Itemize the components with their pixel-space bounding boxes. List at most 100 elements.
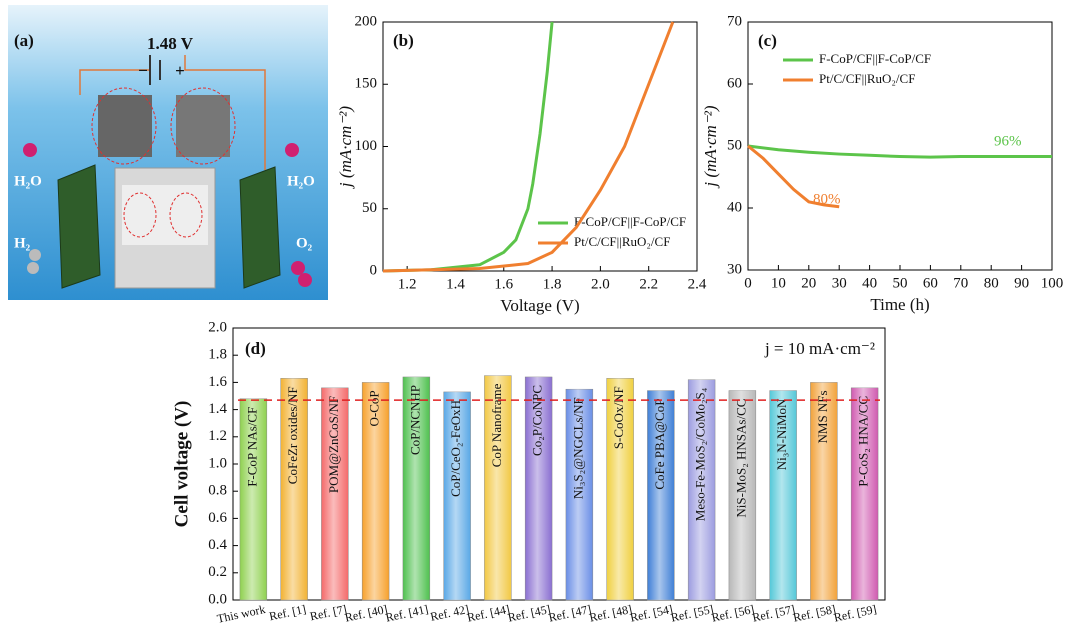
y-axis-title: j (mA·cm⁻²) [336, 106, 355, 189]
highlight [91, 87, 157, 165]
annotation: 96% [994, 133, 1022, 149]
x-tick-label: Ref. [45] [507, 602, 552, 625]
series-line [747, 144, 840, 209]
molecule [29, 249, 41, 261]
bar-label: CoFe PBA@CoP [652, 399, 667, 490]
x-tick-label: Ref. [55] [670, 602, 715, 625]
x-tick-label: Ref. [44] [466, 602, 511, 625]
y-tick-label: 40 [727, 199, 742, 215]
molecule [285, 143, 299, 157]
x-tick-label: 100 [1041, 275, 1064, 291]
x-axis-title: Voltage (V) [500, 296, 579, 315]
bar-label: S-CoOx/NF [611, 386, 626, 449]
y-tick-label: 0.2 [208, 564, 227, 580]
bar-shine [402, 376, 430, 600]
bar-label: Ni₃S₂@NGCLs/NF [570, 397, 585, 499]
highlight [123, 192, 157, 238]
molecule [23, 143, 37, 157]
electrode [239, 166, 281, 289]
molecule [27, 262, 39, 274]
reactant-label: H₂O [287, 173, 315, 189]
series-line [382, 21, 675, 273]
x-tick-label: 0 [744, 275, 752, 291]
sem-image [98, 95, 152, 157]
bar-shine [565, 389, 593, 600]
x-tick-label: Ref. [1] [268, 602, 307, 623]
bar-label: F-CoP NAs/CF [244, 407, 259, 487]
bar-label: O-CoP [367, 390, 382, 426]
y-tick-label: 0 [370, 262, 378, 278]
bar-label: Co₂P/CoNPC [530, 385, 545, 456]
y-tick-label: 1.8 [208, 347, 227, 363]
panel-label: (a) [14, 31, 34, 50]
bar-shine [688, 379, 716, 600]
product-label: O₂ [296, 235, 313, 251]
sem-image [176, 95, 230, 157]
y-tick-label: 1.0 [208, 455, 227, 471]
annotation: 80% [813, 191, 841, 207]
bar-shine [606, 378, 634, 600]
y-axis-title: j (mA·cm⁻²) [701, 105, 720, 188]
x-tick-label: Ref. [59] [833, 602, 878, 625]
x-tick-label: Ref. [58] [792, 602, 837, 625]
x-tick-label: Ref. [47] [547, 602, 592, 625]
x-tick-label: Ref. 42] [429, 602, 470, 624]
x-tick-label: 60 [923, 275, 938, 291]
y-tick-label: 70 [727, 13, 742, 29]
bar-label: P-CoS₂ HNA/CC [856, 396, 871, 487]
bar-shine [362, 382, 390, 600]
cell-photo [122, 185, 208, 245]
bar-label: Meso-Fe-MoS₂/CoMo₂S₄ [693, 387, 708, 521]
wire [184, 55, 266, 170]
x-tick-label: Ref. [48] [588, 602, 633, 625]
voltage-label: 1.48 V [147, 34, 194, 53]
y-tick-label: 50 [362, 200, 377, 216]
y-tick-label: 1.6 [208, 374, 227, 390]
y-tick-label: 0.6 [208, 510, 227, 526]
panel-label: (d) [245, 339, 266, 358]
y-tick-label: 2.0 [208, 319, 227, 335]
y-tick-label: 30 [727, 261, 742, 277]
bar-label: CoP Nanoframe [489, 383, 504, 467]
x-tick-label: Ref. [57] [751, 602, 796, 625]
x-tick-label: Ref. [41] [384, 602, 429, 625]
product-label: H₂ [14, 235, 31, 251]
bar-shine [484, 375, 512, 600]
y-tick-label: 0.8 [208, 483, 227, 499]
x-tick-label: 1.4 [446, 276, 465, 292]
x-tick-label: 80 [984, 275, 999, 291]
x-axis-title: Time (h) [870, 295, 929, 314]
y-tick-label: 50 [727, 137, 742, 153]
illustration: (a) 1.48 V − + H₂O H₂O H₂ O₂ [8, 5, 328, 300]
bar-shine [239, 398, 267, 600]
bar-label: NMS NFs [815, 390, 830, 443]
x-tick-label: 2.4 [688, 276, 707, 292]
legend-label: F-CoP/CF||F-CoP/CF [819, 51, 931, 66]
highlight [169, 192, 203, 238]
x-tick-label: 50 [893, 275, 908, 291]
y-tick-label: 1.4 [208, 401, 227, 417]
x-tick-label: 2.2 [639, 276, 658, 292]
reactant-label: H₂O [14, 173, 42, 189]
x-tick-label: 1.8 [543, 276, 562, 292]
x-tick-label: Ref. [7] [309, 602, 348, 623]
molecule [298, 273, 312, 287]
y-tick-label: 150 [355, 76, 378, 92]
x-tick-label: 20 [801, 275, 816, 291]
series-line [747, 144, 1052, 159]
panel-label: (c) [758, 31, 777, 50]
bar-shine [810, 382, 838, 600]
bar-label: CoP/NCNHP [407, 385, 422, 455]
bar-shine [280, 378, 308, 600]
molecule [291, 261, 305, 275]
legend-label: Pt/C/CF||RuO₂/CF [819, 71, 915, 86]
panel-label: (b) [393, 31, 414, 50]
plus-label: + [175, 61, 185, 80]
x-tick-label: Ref. [56] [710, 602, 755, 625]
bar-shine [443, 391, 471, 600]
minus-label: − [138, 61, 148, 80]
x-tick-label: 2.0 [591, 276, 610, 292]
x-tick-label: 30 [832, 275, 847, 291]
bar-label: Ni₃N-NiMoN [774, 398, 789, 470]
